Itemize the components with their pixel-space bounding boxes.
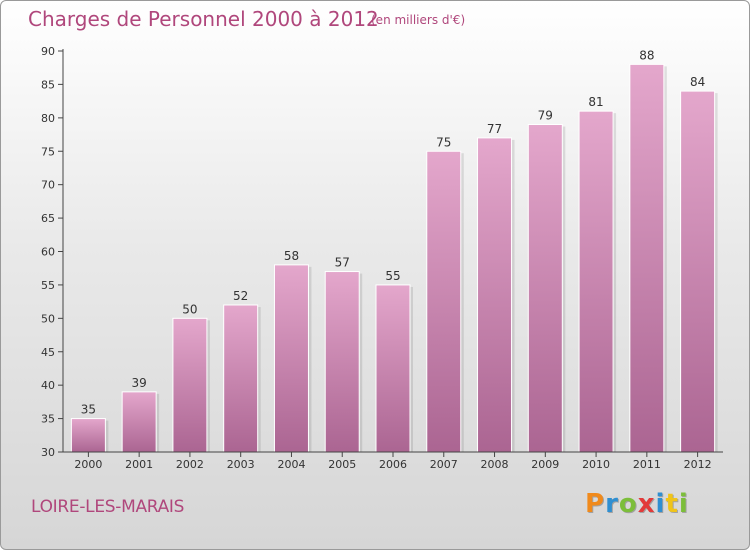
x-tick-label-2009: 2009 xyxy=(531,458,559,471)
logo-letter: x xyxy=(637,489,656,519)
logo-letter: P xyxy=(585,489,606,519)
y-tick-label-90: 90 xyxy=(41,45,55,58)
bar-2012[interactable] xyxy=(680,90,716,453)
bar-2011[interactable] xyxy=(629,63,665,453)
x-tick-label-2001: 2001 xyxy=(125,458,153,471)
bar-2004[interactable] xyxy=(273,264,309,453)
y-tick-label-70: 70 xyxy=(41,179,55,192)
x-tick-label-2000: 2000 xyxy=(74,458,102,471)
y-tick-label-35: 35 xyxy=(41,413,55,426)
data-label-2012: 84 xyxy=(690,75,705,89)
logo-letter: i xyxy=(655,489,666,519)
y-tick-label-75: 75 xyxy=(41,145,55,158)
proxiti-logo[interactable]: Proxiti xyxy=(585,489,689,519)
data-label-2011: 88 xyxy=(639,48,654,62)
bar-2010[interactable] xyxy=(578,110,614,453)
logo-letter: t xyxy=(665,489,679,519)
x-tick-label-2007: 2007 xyxy=(430,458,458,471)
y-tick-label-65: 65 xyxy=(41,212,55,225)
y-tick-label-80: 80 xyxy=(41,112,55,125)
x-tick-label-2005: 2005 xyxy=(328,458,356,471)
x-tick-label-2011: 2011 xyxy=(633,458,661,471)
x-tick-label-2008: 2008 xyxy=(481,458,509,471)
x-tick-label-2003: 2003 xyxy=(227,458,255,471)
data-label-2003: 52 xyxy=(233,289,248,303)
y-tick-label-55: 55 xyxy=(41,279,55,292)
data-label-2000: 35 xyxy=(81,403,96,417)
logo-letter: o xyxy=(618,489,638,519)
bar-2000[interactable] xyxy=(70,418,106,453)
commune-name: LOIRE-LES-MARAIS xyxy=(31,497,185,517)
y-tick-label-85: 85 xyxy=(41,78,55,91)
x-tick-label-2012: 2012 xyxy=(684,458,712,471)
data-label-2008: 77 xyxy=(487,122,502,136)
data-label-2009: 79 xyxy=(538,109,553,123)
x-tick-label-2002: 2002 xyxy=(176,458,204,471)
y-tick-label-60: 60 xyxy=(41,246,55,259)
y-tick-label-40: 40 xyxy=(41,379,55,392)
y-tick-label-45: 45 xyxy=(41,346,55,359)
bar-2006[interactable] xyxy=(375,284,411,453)
x-tick-label-2004: 2004 xyxy=(277,458,305,471)
x-tick-label-2006: 2006 xyxy=(379,458,407,471)
chart-title: Charges de Personnel 2000 à 2012 xyxy=(28,7,379,31)
logo-letter: r xyxy=(605,489,619,519)
data-label-2010: 81 xyxy=(588,95,603,109)
data-label-2002: 50 xyxy=(182,302,197,316)
data-label-2001: 39 xyxy=(132,376,147,390)
bar-2008[interactable] xyxy=(477,137,513,453)
data-label-2006: 55 xyxy=(385,269,400,283)
bar-2005[interactable] xyxy=(324,271,360,453)
chart-subtitle: (en milliers d'€) xyxy=(371,13,466,27)
bar-2002[interactable] xyxy=(172,317,208,453)
data-label-2005: 57 xyxy=(335,256,350,270)
bar-2009[interactable] xyxy=(527,124,563,453)
data-label-2007: 75 xyxy=(436,135,451,149)
logo-letter: i xyxy=(678,489,689,519)
y-tick-label-30: 30 xyxy=(41,446,55,459)
data-label-2004: 58 xyxy=(284,249,299,263)
y-tick-label-50: 50 xyxy=(41,312,55,325)
bar-2007[interactable] xyxy=(426,150,462,453)
bar-2001[interactable] xyxy=(121,391,157,453)
bar-2003[interactable] xyxy=(223,304,259,453)
x-tick-label-2010: 2010 xyxy=(582,458,610,471)
